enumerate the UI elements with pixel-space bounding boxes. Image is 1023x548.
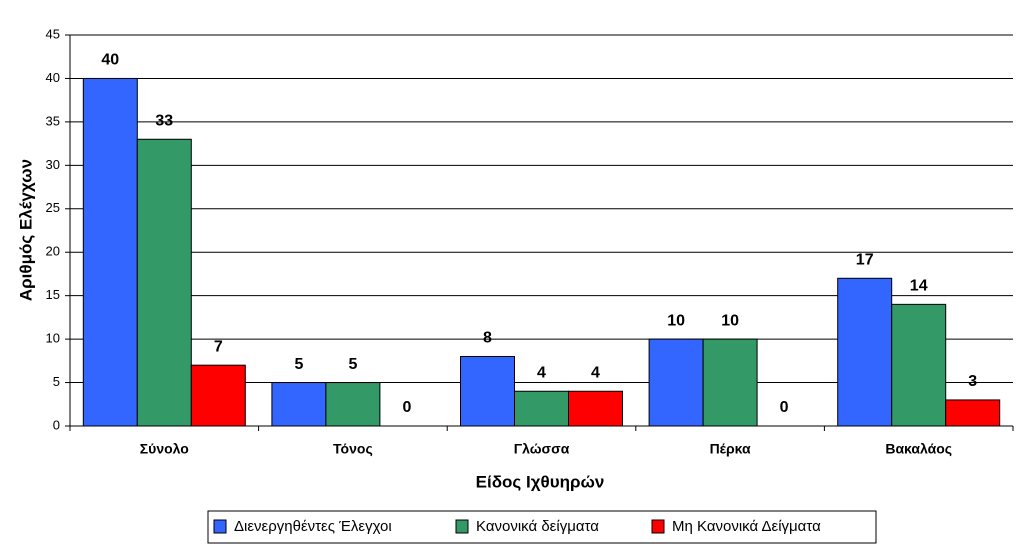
data-label: 4 bbox=[591, 364, 600, 381]
bar bbox=[271, 382, 327, 427]
data-label: 33 bbox=[155, 112, 173, 129]
bar bbox=[702, 338, 758, 427]
data-label: 40 bbox=[101, 52, 119, 69]
data-label: 5 bbox=[294, 356, 303, 373]
y-tick-label: 5 bbox=[53, 374, 60, 389]
data-label: 8 bbox=[483, 330, 492, 347]
x-tick-label: Πέρκα bbox=[710, 441, 751, 457]
y-tick-label: 40 bbox=[46, 70, 60, 85]
x-tick-label: Τόνος bbox=[333, 441, 373, 457]
legend-label: Μη Κανονικά Δείγματα bbox=[672, 518, 821, 535]
y-tick-label: 0 bbox=[53, 417, 60, 432]
legend-swatch bbox=[651, 519, 665, 534]
bar bbox=[82, 77, 138, 427]
data-label: 14 bbox=[910, 278, 928, 295]
legend-swatch bbox=[455, 519, 469, 534]
bar bbox=[648, 338, 704, 427]
data-label: 7 bbox=[214, 338, 223, 355]
data-label: 5 bbox=[348, 356, 357, 373]
x-axis-title: Είδος Ιχθυηρών bbox=[476, 472, 605, 491]
bar bbox=[460, 355, 515, 427]
bar bbox=[891, 303, 947, 427]
bar bbox=[514, 390, 569, 427]
x-tick-label: Βακαλάος bbox=[885, 441, 952, 457]
data-label: 0 bbox=[402, 399, 411, 416]
bar bbox=[325, 382, 381, 427]
legend-swatch bbox=[213, 519, 227, 534]
legend-box bbox=[207, 510, 877, 544]
data-label: 4 bbox=[537, 364, 546, 381]
bar bbox=[837, 277, 893, 427]
y-tick-label: 20 bbox=[46, 244, 60, 259]
y-tick-label: 30 bbox=[46, 157, 60, 172]
y-tick-label: 15 bbox=[46, 287, 60, 302]
data-label: 17 bbox=[856, 252, 874, 269]
y-tick-label: 10 bbox=[46, 331, 60, 346]
bar bbox=[190, 364, 246, 427]
legend-label: Κανονικά δείγματα bbox=[476, 518, 599, 535]
bar bbox=[945, 399, 1001, 427]
y-axis-title: Αριθμός Ελέγχων bbox=[16, 159, 35, 301]
x-tick-label: Γλώσσα bbox=[514, 441, 570, 457]
y-tick-label: 45 bbox=[46, 26, 60, 41]
data-label: 10 bbox=[667, 312, 685, 329]
bar bbox=[136, 138, 192, 427]
bar bbox=[568, 390, 623, 427]
y-tick-label: 35 bbox=[46, 113, 60, 128]
legend-label: Διενεργηθέντες Έλεγχοι bbox=[234, 518, 392, 535]
x-tick-label: Σύνολο bbox=[140, 441, 189, 457]
data-label: 3 bbox=[968, 373, 977, 390]
y-tick-label: 25 bbox=[46, 200, 60, 215]
data-label: 0 bbox=[780, 399, 789, 416]
data-label: 10 bbox=[721, 312, 739, 329]
